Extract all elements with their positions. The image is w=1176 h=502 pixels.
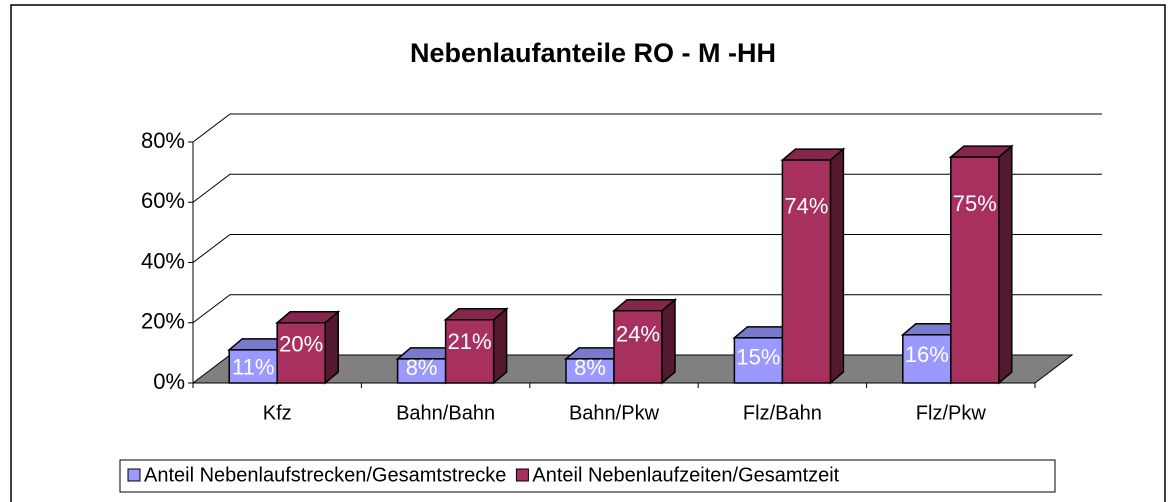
y-tick-label: 0% <box>153 369 185 394</box>
bar <box>781 159 832 384</box>
bar-top-shade <box>614 299 675 311</box>
x-tick-label: Bahn/Pkw <box>569 402 660 424</box>
x-tick-label: Flz/Pkw <box>916 402 987 424</box>
data-label: 11% <box>232 355 274 380</box>
bar-top-shade <box>566 347 627 359</box>
bar <box>396 358 447 384</box>
bar-side-shade <box>998 146 1012 383</box>
bar <box>733 337 784 384</box>
bar-top-shade <box>950 146 1012 158</box>
bar-top-shade <box>734 326 796 338</box>
data-label: 21% <box>448 329 492 354</box>
grid-line <box>192 113 1102 143</box>
legend-swatch <box>515 468 529 482</box>
bar <box>950 156 1000 384</box>
bar <box>276 322 326 384</box>
data-label: 74% <box>784 193 828 218</box>
data-label: 8% <box>406 355 438 380</box>
data-label: 15% <box>736 344 780 369</box>
legend-box <box>119 459 1056 493</box>
bar-top-shade <box>397 347 459 359</box>
bar <box>444 318 495 384</box>
data-label: 24% <box>616 321 660 346</box>
data-label: 8% <box>574 355 606 380</box>
x-tick-label: Kfz <box>263 402 292 424</box>
bar-top-shade <box>782 149 844 161</box>
bar-side-shade <box>325 311 339 383</box>
bar <box>565 358 615 384</box>
chart-title: Nebenlaufanteile RO - M -HH <box>410 38 776 68</box>
bar <box>902 334 952 384</box>
y-tick-label: 80% <box>141 128 185 153</box>
legend-label: Anteil Nebenlaufstrecken/Gesamtstrecke <box>144 464 506 486</box>
x-tick-label: Flz/Bahn <box>743 402 822 424</box>
bar-side-shade <box>830 149 844 383</box>
data-label: 16% <box>905 342 949 367</box>
y-tick-label: 60% <box>141 188 185 213</box>
bar-top-shade <box>277 311 339 323</box>
bar-top-shade <box>902 323 964 335</box>
legend-swatch <box>127 468 141 482</box>
y-tick-label: 40% <box>141 248 185 273</box>
bar-side-shade <box>493 308 507 383</box>
legend-label: Anteil Nebenlaufzeiten/Gesamtzeit <box>532 464 839 486</box>
bar-top-shade <box>445 308 507 320</box>
x-tick-label: Bahn/Bahn <box>396 402 495 424</box>
data-label: 75% <box>953 191 997 216</box>
bar-side-shade <box>662 299 675 383</box>
bar-top-shade <box>229 338 291 350</box>
y-tick-label: 20% <box>141 309 185 334</box>
bar <box>613 309 663 384</box>
data-label: 20% <box>279 332 323 357</box>
